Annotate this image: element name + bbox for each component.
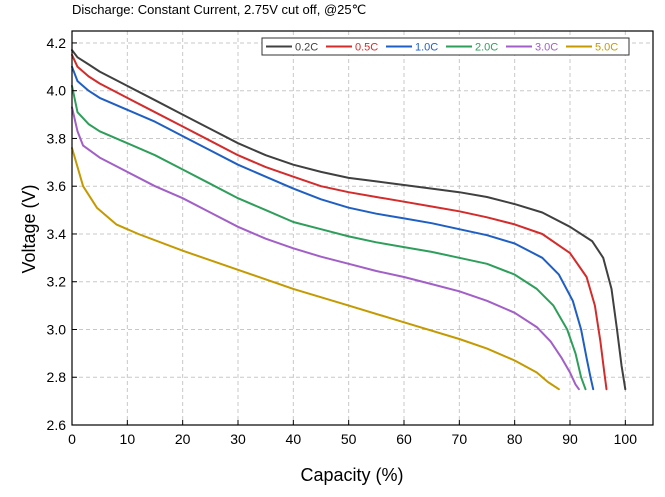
y-tick-label: 3.6 [47,178,67,194]
x-tick-label: 30 [230,431,246,447]
axis-ticks [71,42,626,426]
series-group [71,49,627,391]
x-tick-label: 60 [396,431,412,447]
x-axis-title: Capacity (%) [300,465,403,485]
y-tick-label: 2.8 [47,369,67,385]
grid [72,31,653,425]
series-line-5-0C [71,147,560,391]
legend-label: 5.0C [595,42,618,54]
x-tick-label: 100 [614,431,638,447]
legend-label: 2.0C [475,42,498,54]
chart-title: Discharge: Constant Current, 2.75V cut o… [72,2,366,17]
y-tick-label: 2.6 [47,417,67,433]
y-tick-labels: 2.6 2.8 3.0 3.2 3.4 3.6 3.8 4.0 4.2 [47,35,67,433]
y-tick-label: 3.4 [47,226,67,242]
series-line-3-0C [71,106,580,391]
series-line-0-2C [71,49,627,391]
x-tick-label: 80 [507,431,523,447]
x-tick-label: 10 [120,431,136,447]
x-tick-labels: 0 10 20 30 40 50 60 70 80 90 100 [68,431,637,447]
legend: 0.2C 0.5C 1.0C 2.0C 3.0C 5.0C [261,37,630,56]
x-tick-label: 0 [68,431,76,447]
y-tick-label: 4.0 [47,83,67,99]
y-tick-label: 3.8 [47,130,67,146]
series-line-1-0C [71,65,595,391]
x-tick-label: 20 [175,431,191,447]
y-tick-label: 3.0 [47,321,67,337]
x-tick-label: 70 [452,431,468,447]
series-line-0-5C [71,53,608,391]
legend-box [261,37,630,56]
plot-frame [71,30,654,426]
y-tick-label: 3.2 [47,274,67,290]
series-line-2-0C [71,84,587,391]
legend-label: 0.2C [295,42,318,54]
x-tick-label: 90 [562,431,578,447]
legend-label: 0.5C [355,42,378,54]
y-tick-label: 4.2 [47,35,67,51]
y-axis-title: Voltage (V) [19,184,39,273]
legend-label: 1.0C [415,42,438,54]
x-tick-label: 40 [286,431,302,447]
legend-label: 3.0C [535,42,558,54]
x-tick-label: 50 [341,431,357,447]
